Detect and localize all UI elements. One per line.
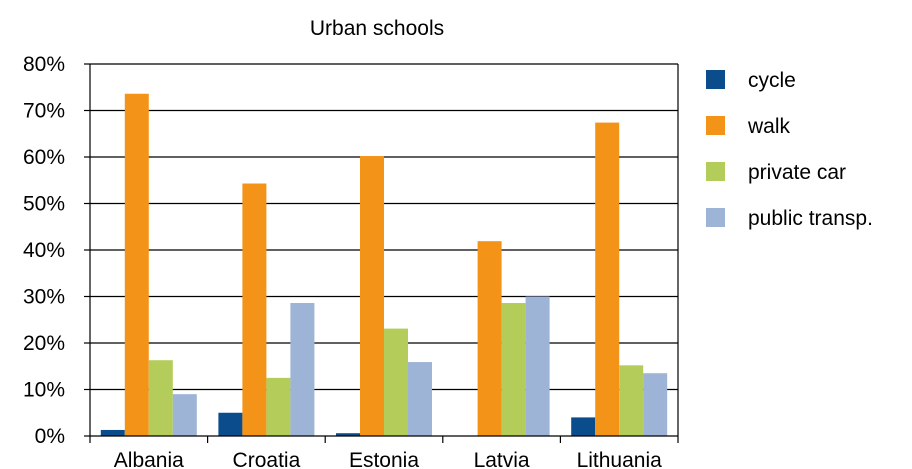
bar-estonia-public-transp xyxy=(408,362,432,436)
y-tick-label: 60% xyxy=(23,146,65,169)
y-tick-labels: 0% 10% 20% 30% 40% 50% 60% 70% 80% xyxy=(23,53,65,448)
y-tick-label: 20% xyxy=(23,332,65,355)
bar-lithuania-public-transp xyxy=(643,373,668,436)
axes xyxy=(84,63,679,443)
legend-swatch xyxy=(706,208,725,227)
y-tick-label: 30% xyxy=(23,286,65,309)
y-tick-label: 50% xyxy=(23,193,65,216)
bar-latvia-private-car xyxy=(501,303,526,436)
legend-swatch xyxy=(706,70,725,89)
legend-label: private car xyxy=(748,161,846,184)
bars xyxy=(100,93,668,436)
legend-label: public transp. xyxy=(748,207,873,230)
bar-lithuania-private-car xyxy=(619,365,644,436)
legend-label: cycle xyxy=(748,69,796,92)
bar-estonia-private-car xyxy=(384,328,408,436)
x-category-label: Estonia xyxy=(349,449,419,469)
y-tick-label: 70% xyxy=(23,100,65,123)
bar-albania-walk xyxy=(124,93,149,436)
legend-swatch xyxy=(706,116,725,135)
bar-estonia-cycle xyxy=(336,433,360,436)
x-category-labels: Albania Croatia Estonia Latvia Lithuania xyxy=(114,449,662,469)
bar-latvia-public-transp xyxy=(525,296,550,436)
legend-swatch xyxy=(706,162,725,181)
x-category-label: Croatia xyxy=(233,449,301,469)
y-tick-label: 0% xyxy=(35,425,65,448)
bar-albania-private-car xyxy=(148,360,173,436)
y-tick-label: 10% xyxy=(23,379,65,402)
x-category-label: Albania xyxy=(114,449,184,469)
x-category-label: Latvia xyxy=(474,449,530,469)
legend: cycle walk private car public transp. xyxy=(706,69,873,230)
bar-lithuania-walk xyxy=(595,122,620,436)
bar-estonia-walk xyxy=(360,156,384,436)
bar-croatia-private-car xyxy=(266,377,291,436)
y-tick-label: 40% xyxy=(23,239,65,262)
y-tick-label: 80% xyxy=(23,53,65,76)
bar-croatia-cycle xyxy=(218,412,243,436)
x-category-label: Lithuania xyxy=(577,449,663,469)
chart-title: Urban schools xyxy=(310,17,444,40)
bar-latvia-walk xyxy=(477,241,502,436)
legend-label: walk xyxy=(747,115,791,138)
bar-albania-public-transp xyxy=(172,394,197,436)
bar-albania-cycle xyxy=(100,429,125,436)
bar-croatia-public-transp xyxy=(290,303,315,436)
bar-lithuania-cycle xyxy=(571,417,596,436)
bar-croatia-walk xyxy=(242,183,267,436)
